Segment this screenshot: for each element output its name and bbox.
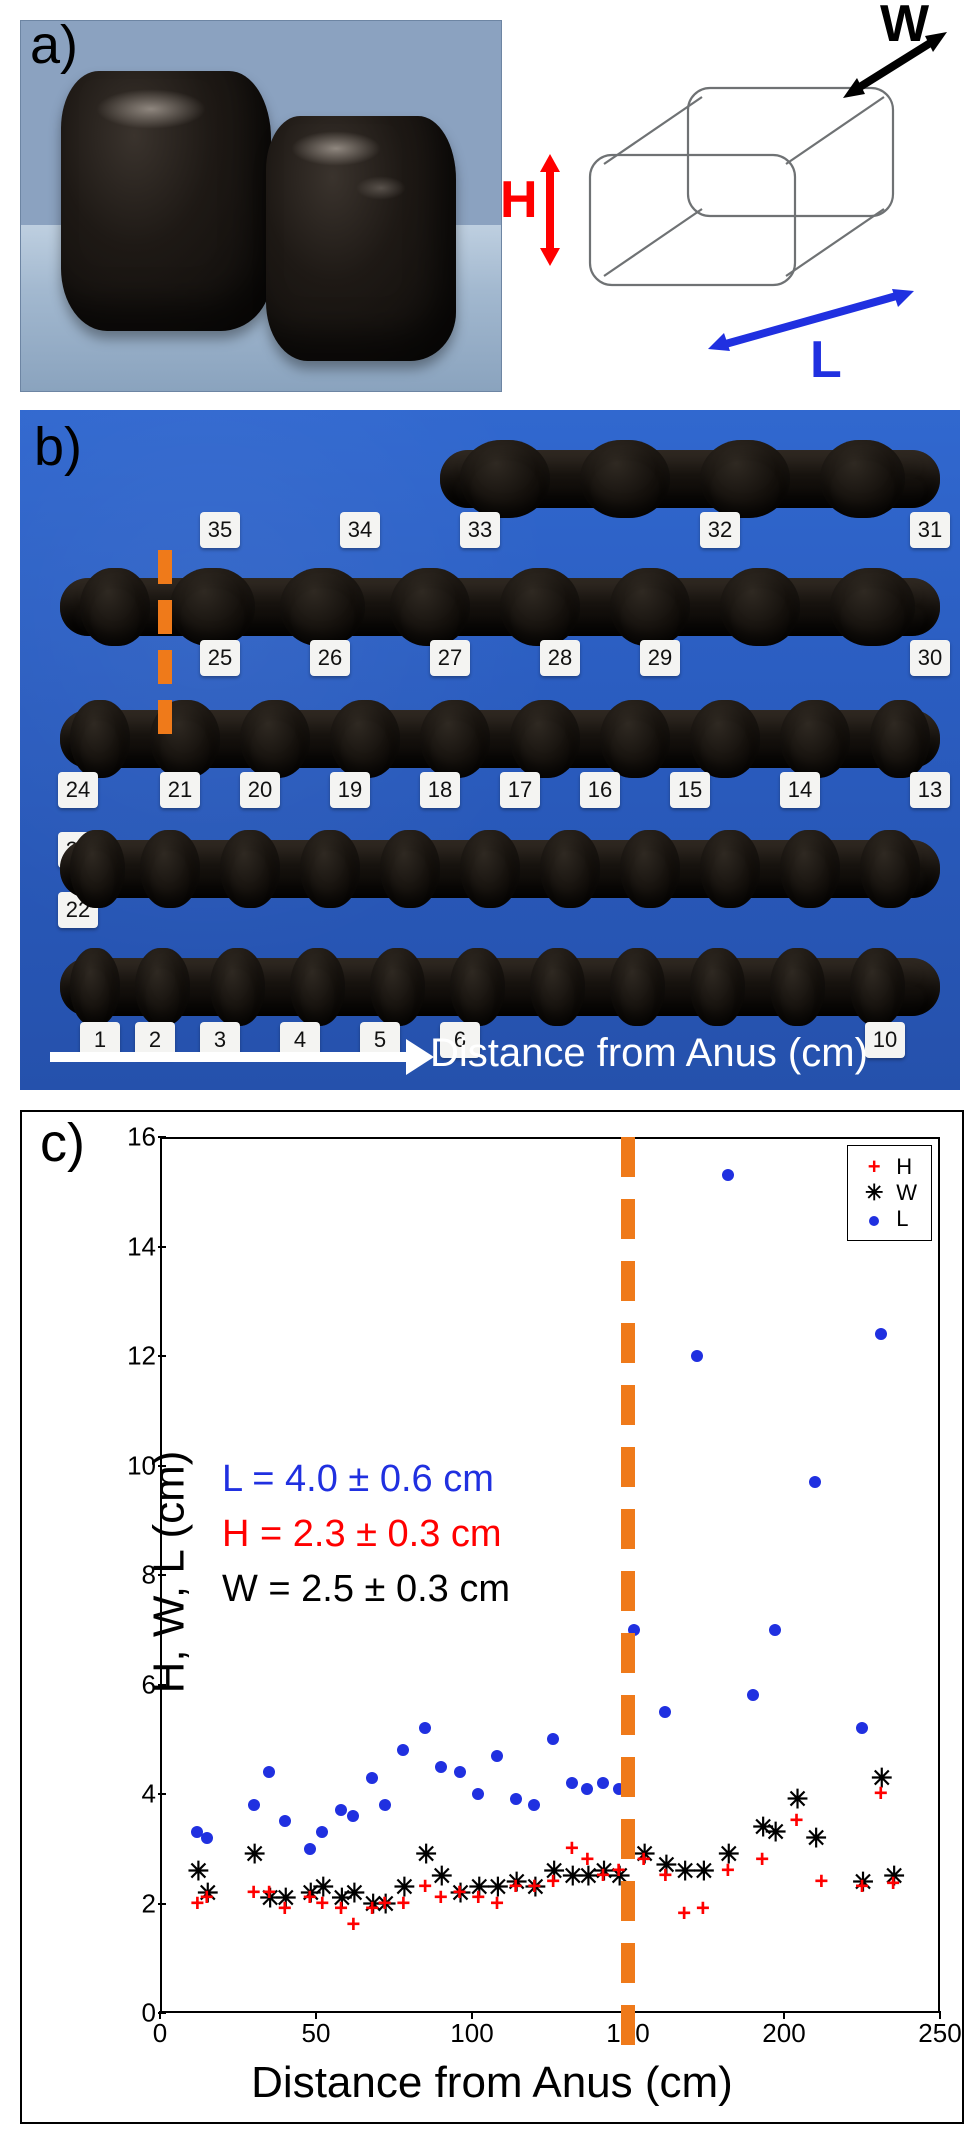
data-point	[875, 1328, 887, 1340]
stat-W: W = 2.5 ± 0.3 cm	[222, 1562, 510, 1617]
dim-l: L	[810, 330, 842, 390]
num-tag: 13	[910, 772, 950, 808]
data-point	[366, 1772, 378, 1784]
ytick-label: 0	[116, 1998, 156, 2029]
data-point	[747, 1689, 759, 1701]
xtick-label: 200	[762, 2018, 805, 2049]
num-tag: 27	[430, 640, 470, 676]
panel-c-dash	[621, 1137, 635, 2013]
num-tag: 14	[780, 772, 820, 808]
data-point	[248, 1799, 260, 1811]
data-point	[528, 1799, 540, 1811]
data-point	[347, 1810, 359, 1822]
label-a: a)	[30, 14, 78, 76]
num-tag: 10	[865, 1022, 905, 1058]
legend-label-H: H	[896, 1154, 912, 1180]
data-point	[379, 1799, 391, 1811]
data-point	[659, 1706, 671, 1718]
num-tag: 26	[310, 640, 350, 676]
data-point	[335, 1804, 347, 1816]
panel-b: b) 3534333231252627282930242322212019181…	[20, 410, 960, 1090]
xtick-label: 0	[153, 2018, 167, 2049]
num-tag: 20	[240, 772, 280, 808]
num-tag: 34	[340, 512, 380, 548]
xtick-label: 250	[918, 2018, 961, 2049]
stat-L: L = 4.0 ± 0.6 cm	[222, 1452, 510, 1507]
data-point	[547, 1733, 559, 1745]
data-point	[510, 1793, 522, 1805]
data-point	[722, 1169, 734, 1181]
data-point	[856, 1722, 868, 1734]
num-tag: 30	[910, 640, 950, 676]
data-point	[304, 1843, 316, 1855]
figure-root: a)	[0, 0, 980, 2147]
ytick-label: 2	[116, 1888, 156, 1919]
x-axis-title: Distance from Anus (cm)	[251, 2058, 733, 2108]
data-point	[454, 1766, 466, 1778]
num-tag: 31	[910, 512, 950, 548]
num-tag: 35	[200, 512, 240, 548]
stats: L = 4.0 ± 0.6 cm H = 2.3 ± 0.3 cm W = 2.…	[222, 1452, 510, 1617]
panel-c: c) 0246810121416 050100150200250 ✳✳✳✳✳✳✳…	[20, 1110, 964, 2124]
data-point	[263, 1766, 275, 1778]
data-point	[691, 1350, 703, 1362]
data-point	[769, 1624, 781, 1636]
num-tag: 32	[700, 512, 740, 548]
num-tag: 15	[670, 772, 710, 808]
data-point	[566, 1777, 578, 1789]
label-c: c)	[40, 1112, 85, 1174]
data-point	[597, 1777, 609, 1789]
panel-a: a)	[0, 0, 980, 400]
num-tag: 24	[58, 772, 98, 808]
data-point	[581, 1783, 593, 1795]
legend-label-W: W	[896, 1180, 917, 1206]
num-tag: 19	[330, 772, 370, 808]
panel-a-photo	[20, 20, 502, 392]
ytick-label: 14	[116, 1231, 156, 1262]
legend-row-W: ✳ W	[862, 1180, 917, 1206]
data-point	[419, 1722, 431, 1734]
dim-w: W	[880, 0, 929, 54]
panel-b-dash	[158, 550, 172, 750]
data-point	[316, 1826, 328, 1838]
legend-row-L: L	[862, 1206, 917, 1232]
legend: + H ✳ W L	[847, 1145, 932, 1241]
data-point	[435, 1761, 447, 1773]
y-axis-title: H, W, L (cm)	[144, 1451, 194, 1694]
panel-b-arrow	[50, 1052, 410, 1062]
ytick-label: 12	[116, 1341, 156, 1372]
data-point	[397, 1744, 409, 1756]
ytick-label: 16	[116, 1122, 156, 1153]
stat-H: H = 2.3 ± 0.3 cm	[222, 1507, 510, 1562]
num-tag: 17	[500, 772, 540, 808]
num-tag: 28	[540, 640, 580, 676]
legend-row-H: + H	[862, 1154, 917, 1180]
num-tag: 25	[200, 640, 240, 676]
num-tag: 21	[160, 772, 200, 808]
num-tag: 29	[640, 640, 680, 676]
ytick-label: 4	[116, 1779, 156, 1810]
panel-b-arrow-text: Distance from Anus (cm)	[430, 1031, 868, 1076]
xtick-label: 50	[302, 2018, 331, 2049]
data-point	[279, 1815, 291, 1827]
xtick-label: 100	[450, 2018, 493, 2049]
data-point	[809, 1476, 821, 1488]
dim-h: H	[500, 170, 538, 230]
data-point	[472, 1788, 484, 1800]
num-tag: 18	[420, 772, 460, 808]
legend-label-L: L	[896, 1206, 908, 1232]
num-tag: 33	[460, 512, 500, 548]
data-point	[201, 1832, 213, 1844]
data-point	[491, 1750, 503, 1762]
label-b: b)	[34, 416, 82, 478]
num-tag: 16	[580, 772, 620, 808]
